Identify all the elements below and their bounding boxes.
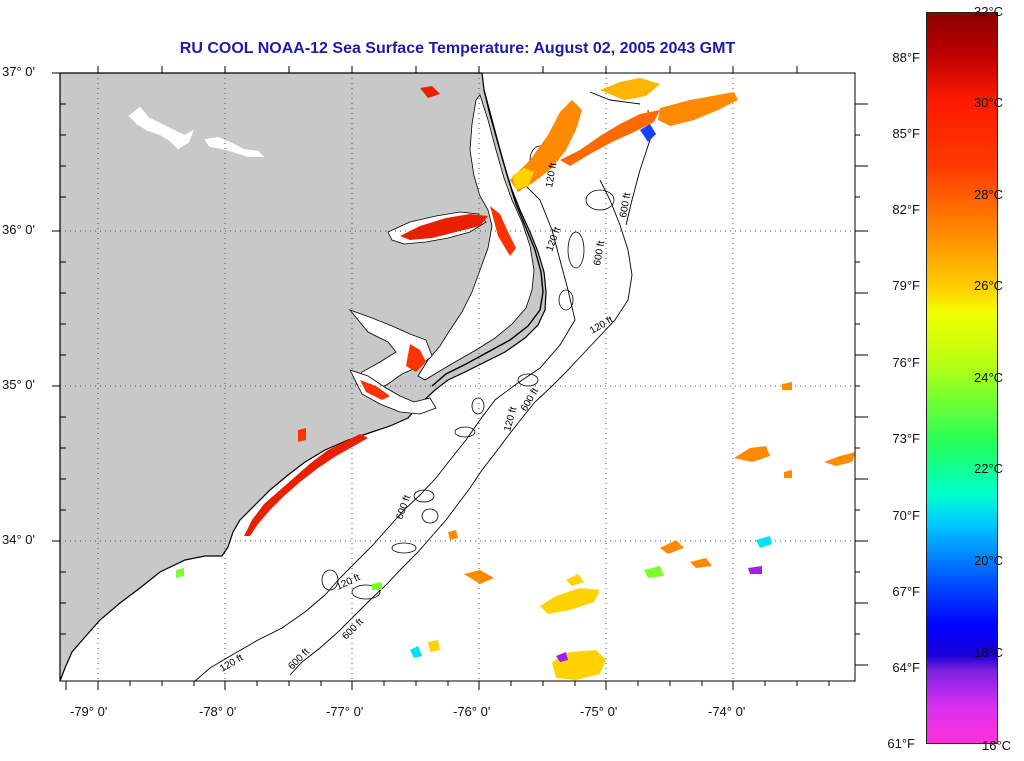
fahrenheit-label: 70°F: [892, 508, 920, 523]
celsius-label: 28°C: [974, 187, 1004, 202]
fahrenheit-label: 76°F: [892, 355, 920, 370]
lon-label: -79° 0': [70, 704, 108, 719]
fahrenheit-label: 67°F: [892, 584, 920, 599]
celsius-label: 24°C: [974, 370, 1004, 385]
fahrenheit-label: 64°F: [892, 660, 920, 675]
bathymetry-contours: [194, 91, 651, 682]
lat-label: 34° 0': [2, 532, 35, 547]
temperature-colorbar: [926, 12, 998, 744]
sea-surface-temperature-map: 120 ft 600 ft 120 ft 600 ft 120 ft 600 f…: [52, 66, 868, 690]
fahrenheit-label: 73°F: [892, 431, 920, 446]
fahrenheit-label: 79°F: [892, 278, 920, 293]
inland-water: [128, 106, 265, 157]
lon-label: -77° 0': [326, 704, 364, 719]
lat-label: 35° 0': [2, 377, 35, 392]
barrier-islands: [431, 89, 544, 387]
fahrenheit-label: 61°F: [887, 736, 915, 751]
lat-label: 36° 0': [2, 222, 35, 237]
neuse-river: [349, 369, 437, 415]
pamlico-sound: [417, 94, 535, 381]
bathy-label: 600 ft: [592, 240, 607, 267]
lon-label: -78° 0': [199, 704, 237, 719]
celsius-label: 32°C: [974, 4, 1004, 19]
fahrenheit-label: 88°F: [892, 50, 920, 65]
pamlico-river: [348, 309, 433, 393]
sst-offshore-patches: [176, 78, 856, 680]
celsius-label: 30°C: [974, 95, 1004, 110]
fahrenheit-label: 85°F: [892, 126, 920, 141]
map-title: RU COOL NOAA-12 Sea Surface Temperature:…: [179, 40, 736, 57]
bathy-label: 120 ft: [544, 162, 559, 189]
lat-label: 37° 0': [2, 64, 35, 79]
lon-label: -75° 0': [580, 704, 618, 719]
lon-label: -74° 0': [708, 704, 746, 719]
celsius-label: 16°C: [982, 738, 1012, 753]
celsius-label: 26°C: [974, 278, 1004, 293]
fahrenheit-label: 82°F: [892, 202, 920, 217]
map-frame: [59, 72, 856, 682]
celsius-label: 22°C: [974, 461, 1004, 476]
celsius-label: 20°C: [974, 553, 1004, 568]
axis-ticks: [52, 66, 868, 690]
lon-label: -76° 0': [453, 704, 491, 719]
bathy-label: 600 ft: [618, 192, 633, 219]
celsius-label: 18°C: [974, 645, 1004, 660]
sst-coastal-patches: [244, 86, 516, 536]
